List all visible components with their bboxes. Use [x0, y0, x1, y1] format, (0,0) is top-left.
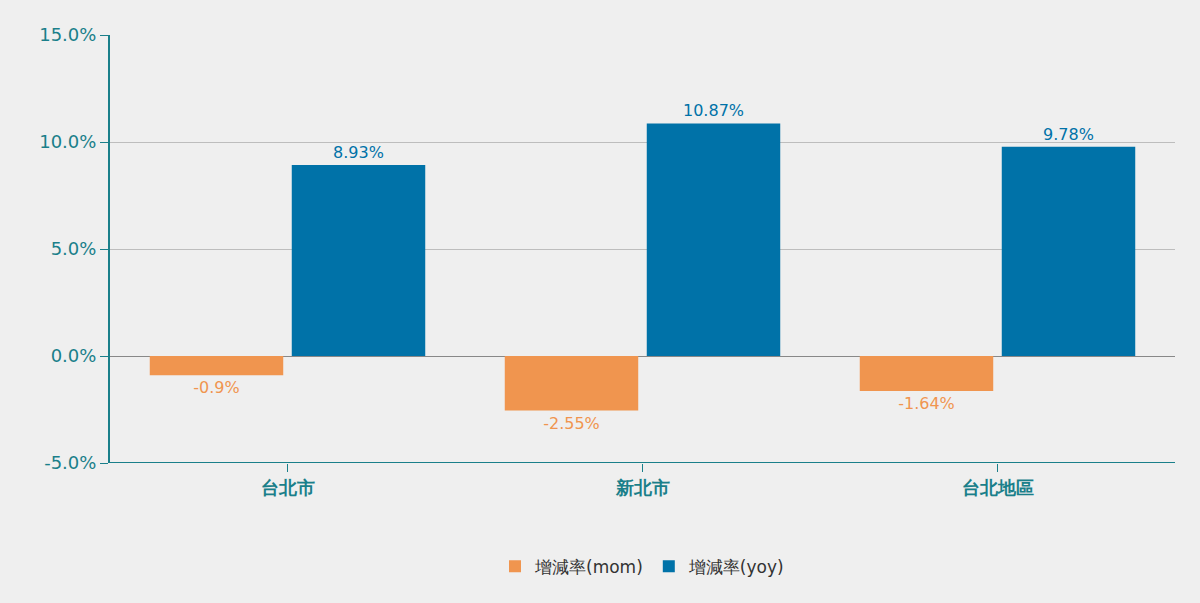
svg-text:15.0%: 15.0% [39, 24, 96, 45]
svg-text:-5.0%: -5.0% [44, 452, 96, 473]
svg-text:-0.9%: -0.9% [193, 378, 239, 397]
svg-text:台北地區: 台北地區 [962, 477, 1034, 498]
svg-text:增減率(yoy): 增減率(yoy) [688, 557, 784, 577]
svg-text:5.0%: 5.0% [51, 238, 97, 259]
svg-text:9.78%: 9.78% [1043, 125, 1094, 144]
svg-text:10.87%: 10.87% [683, 101, 744, 120]
svg-text:台北市: 台北市 [261, 477, 315, 498]
svg-text:-1.64%: -1.64% [898, 394, 955, 413]
svg-text:0.0%: 0.0% [51, 345, 97, 366]
svg-text:增減率(mom): 增減率(mom) [534, 557, 643, 577]
svg-text:10.0%: 10.0% [39, 131, 96, 152]
svg-text:新北市: 新北市 [615, 477, 670, 498]
svg-text:-2.55%: -2.55% [543, 414, 600, 433]
svg-text:8.93%: 8.93% [333, 143, 384, 162]
